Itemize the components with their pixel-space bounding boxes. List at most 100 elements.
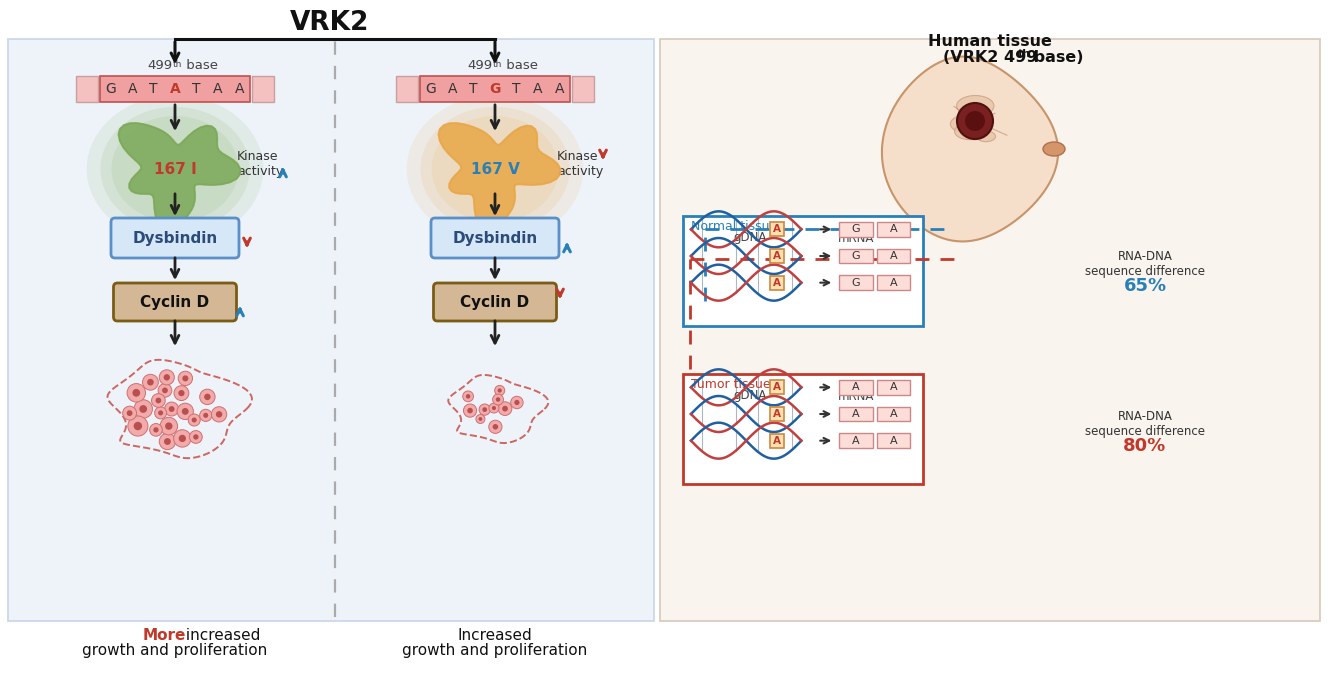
Text: G: G (105, 82, 116, 96)
Text: A: A (773, 224, 781, 234)
Circle shape (478, 417, 482, 421)
Polygon shape (118, 123, 240, 229)
FancyBboxPatch shape (770, 249, 784, 263)
Circle shape (162, 388, 167, 393)
Text: growth and proliferation: growth and proliferation (82, 644, 268, 659)
FancyBboxPatch shape (683, 216, 923, 326)
Text: base: base (182, 59, 218, 72)
Text: T: T (513, 82, 521, 96)
Circle shape (199, 409, 211, 422)
Text: base): base) (1028, 50, 1084, 65)
Text: th: th (173, 60, 182, 69)
Circle shape (155, 398, 161, 403)
Text: RNA-DNA
sequence difference: RNA-DNA sequence difference (1085, 410, 1204, 438)
Circle shape (495, 397, 501, 402)
FancyBboxPatch shape (252, 76, 274, 102)
Circle shape (169, 406, 174, 412)
FancyBboxPatch shape (396, 76, 418, 102)
FancyBboxPatch shape (876, 249, 910, 263)
Text: 65%: 65% (1123, 277, 1166, 295)
Text: Dysbindin: Dysbindin (133, 230, 218, 246)
Polygon shape (438, 123, 560, 229)
Circle shape (493, 424, 498, 430)
Circle shape (127, 384, 146, 402)
Circle shape (479, 404, 490, 416)
Polygon shape (882, 56, 1058, 242)
Text: Cyclin D: Cyclin D (461, 295, 530, 310)
Circle shape (965, 111, 985, 131)
FancyBboxPatch shape (113, 283, 236, 321)
FancyBboxPatch shape (683, 374, 923, 484)
Text: Normal tissue: Normal tissue (691, 219, 777, 232)
Ellipse shape (86, 96, 263, 242)
Text: A: A (533, 82, 543, 96)
Text: Increased: Increased (458, 629, 533, 644)
Ellipse shape (101, 107, 250, 231)
Circle shape (165, 402, 178, 416)
Circle shape (489, 403, 499, 413)
Text: G: G (851, 251, 861, 261)
FancyBboxPatch shape (876, 380, 910, 394)
Text: G: G (851, 224, 861, 234)
Text: mRNA: mRNA (838, 232, 874, 244)
Circle shape (126, 410, 133, 416)
FancyBboxPatch shape (876, 407, 910, 422)
Circle shape (193, 435, 199, 439)
Circle shape (514, 400, 519, 405)
Ellipse shape (960, 124, 988, 140)
Text: A: A (235, 82, 244, 96)
Text: T: T (149, 82, 158, 96)
Circle shape (957, 103, 993, 139)
Text: 167 V: 167 V (470, 162, 519, 177)
Text: A: A (773, 278, 781, 288)
Text: A: A (448, 82, 457, 96)
Text: activity: activity (236, 164, 283, 177)
Text: Kinase: Kinase (236, 151, 279, 164)
Text: gDNA: gDNA (733, 390, 766, 403)
FancyBboxPatch shape (660, 39, 1320, 621)
Circle shape (134, 400, 153, 418)
Text: A: A (853, 382, 859, 392)
Text: A: A (773, 382, 781, 392)
FancyBboxPatch shape (839, 275, 872, 290)
Text: base: base (502, 59, 538, 72)
FancyBboxPatch shape (112, 218, 239, 258)
Text: A: A (890, 436, 898, 445)
Text: gDNA: gDNA (733, 232, 766, 244)
Circle shape (494, 386, 505, 396)
FancyBboxPatch shape (839, 380, 872, 394)
Text: mRNA: mRNA (838, 390, 874, 403)
Circle shape (189, 414, 201, 426)
Text: More: More (143, 629, 186, 644)
Text: Cyclin D: Cyclin D (141, 295, 210, 310)
Text: G: G (851, 278, 861, 288)
Circle shape (158, 410, 163, 416)
Circle shape (151, 394, 165, 407)
Circle shape (150, 424, 162, 436)
FancyBboxPatch shape (572, 76, 594, 102)
Circle shape (203, 413, 208, 418)
Circle shape (177, 403, 194, 420)
Circle shape (191, 418, 197, 422)
Text: A: A (773, 436, 781, 445)
Text: Dysbindin: Dysbindin (453, 230, 538, 246)
Text: A: A (890, 251, 898, 261)
FancyBboxPatch shape (8, 39, 653, 621)
Circle shape (178, 371, 193, 386)
Circle shape (463, 404, 477, 417)
Circle shape (498, 402, 511, 416)
Ellipse shape (406, 96, 583, 242)
Circle shape (154, 407, 166, 419)
Circle shape (139, 405, 147, 413)
Circle shape (158, 384, 171, 397)
Text: VRK2: VRK2 (291, 10, 369, 36)
FancyBboxPatch shape (100, 76, 250, 102)
FancyBboxPatch shape (876, 222, 910, 237)
Text: Tumor tissue: Tumor tissue (691, 378, 770, 390)
Circle shape (122, 406, 137, 420)
Ellipse shape (956, 96, 993, 116)
Text: T: T (193, 82, 201, 96)
Circle shape (134, 422, 142, 430)
Text: RNA-DNA
sequence difference: RNA-DNA sequence difference (1085, 250, 1204, 278)
Ellipse shape (432, 116, 559, 222)
